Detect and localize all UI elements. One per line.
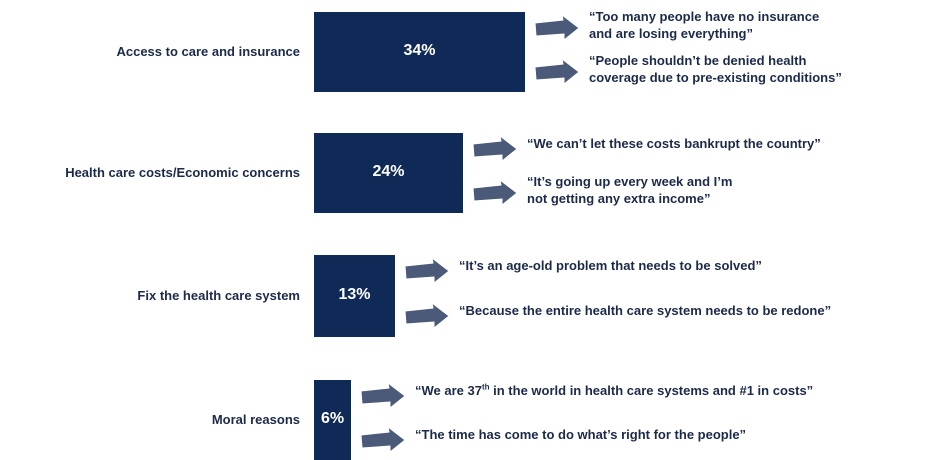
category-label: Fix the health care system bbox=[137, 288, 300, 303]
category-label: Health care costs/Economic concerns bbox=[65, 165, 300, 180]
quote-text: “We are 37th in the world in health care… bbox=[415, 382, 814, 398]
quote-text: “We can’t let these costs bankrupt the c… bbox=[527, 136, 821, 151]
arrow-icon bbox=[472, 180, 518, 206]
quote-text: “Too many people have no insurance and a… bbox=[589, 9, 820, 41]
value-label: 6% bbox=[320, 410, 345, 427]
bar bbox=[314, 133, 463, 213]
arrow-icon bbox=[534, 59, 580, 85]
arrow-icon bbox=[472, 136, 518, 162]
category-label: Access to care and insurance bbox=[116, 44, 300, 59]
quote-text: “Because the entire health care system n… bbox=[459, 303, 832, 318]
quote-text: “The time has come to do what’s right fo… bbox=[415, 427, 747, 442]
bar bbox=[314, 255, 395, 337]
bar bbox=[314, 12, 525, 92]
arrow-icon bbox=[404, 258, 450, 284]
quote-text: “It’s an age-old problem that needs to b… bbox=[459, 258, 762, 273]
arrow-icon bbox=[534, 15, 580, 41]
arrow-icon bbox=[404, 303, 450, 329]
value-label: 24% bbox=[372, 163, 405, 180]
ordinal-superscript: th bbox=[481, 382, 490, 392]
quote-text: “People shouldn’t be denied health cover… bbox=[589, 53, 842, 85]
quote-text: “It’s going up every week and I’m not ge… bbox=[527, 174, 733, 206]
value-label: 13% bbox=[338, 286, 371, 303]
value-label: 34% bbox=[403, 42, 436, 59]
arrow-icon bbox=[360, 383, 406, 409]
category-label: Moral reasons bbox=[211, 412, 300, 427]
arrow-icon bbox=[360, 427, 406, 453]
bar bbox=[314, 380, 351, 460]
